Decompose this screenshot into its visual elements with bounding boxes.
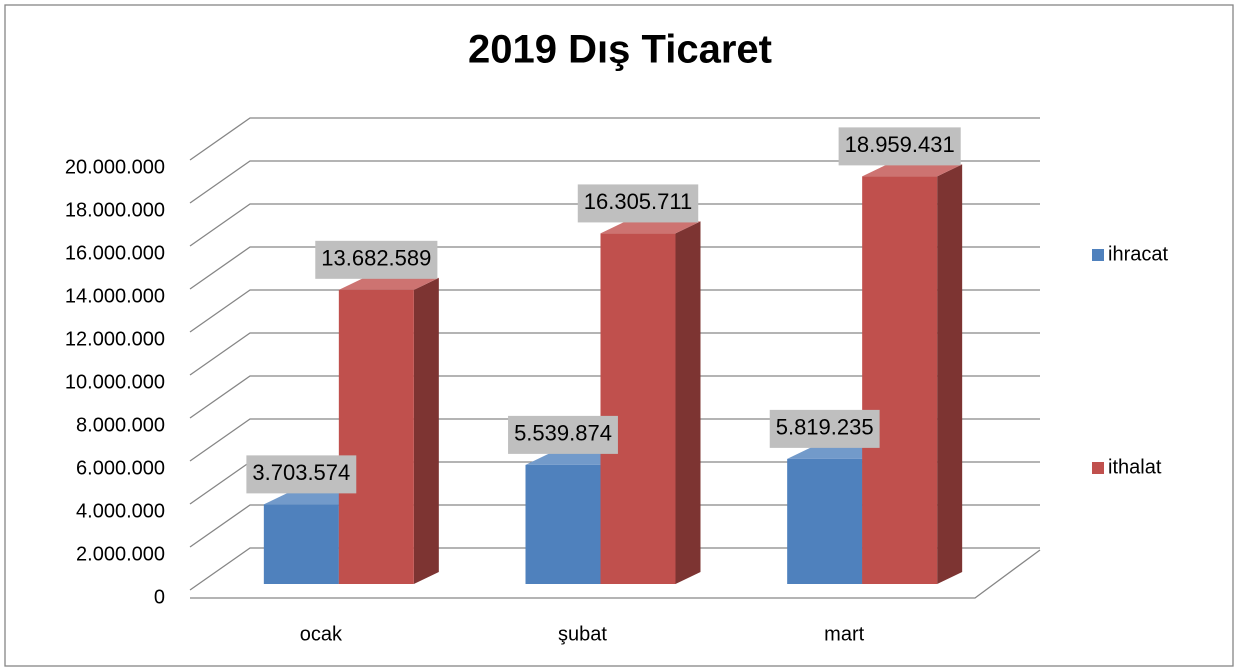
y-tick-label: 20.000.000: [65, 156, 165, 178]
grid-line: [189, 289, 1040, 333]
y-tick-label: 14.000.000: [65, 285, 165, 307]
y-tick-label: 16.000.000: [65, 242, 165, 264]
y-tick-label: 10.000.000: [65, 371, 165, 393]
data-label-box: [508, 415, 618, 454]
bar: [862, 176, 938, 584]
legend-label: ihracat: [1108, 243, 1168, 265]
bar: [525, 464, 601, 584]
data-label-box: [246, 455, 357, 494]
grid-line: [189, 332, 1040, 376]
grid-line: [189, 117, 1040, 161]
grid-line: [189, 375, 1040, 419]
x-tick-label: ocak: [300, 623, 343, 645]
data-label: 5.539.874: [514, 421, 612, 446]
grid-line: [189, 246, 1040, 290]
legend-label: ithalat: [1108, 456, 1162, 478]
bar: [600, 233, 676, 584]
data-label-box: [577, 184, 699, 223]
y-tick-label: 8.000.000: [76, 414, 165, 436]
x-tick-label: mart: [824, 623, 864, 645]
x-tick-label: şubat: [558, 623, 607, 645]
bar-side: [937, 164, 963, 584]
legend-swatch: [1092, 462, 1104, 474]
data-label: 16.305.711: [584, 189, 692, 214]
y-tick-label: 12.000.000: [65, 328, 165, 350]
bar-top: [862, 164, 963, 177]
grid-line: [189, 160, 1040, 204]
data-label: 13.682.589: [321, 246, 431, 271]
bar: [338, 289, 414, 584]
y-tick-label: 4.000.000: [76, 500, 165, 522]
data-label-box: [315, 240, 438, 279]
chart-title: 2019 Dış Ticaret: [468, 28, 772, 72]
grid-line: [189, 547, 1040, 591]
grid-line: [189, 203, 1040, 247]
bar-side: [413, 277, 439, 584]
data-label-box: [838, 127, 961, 166]
y-tick-label: 18.000.000: [65, 199, 165, 221]
y-tick-label: 0: [154, 586, 165, 608]
bar: [787, 458, 863, 584]
bar: [263, 504, 339, 584]
y-tick-label: 2.000.000: [76, 543, 165, 565]
bar-top: [338, 277, 439, 290]
data-label: 18.959.431: [845, 132, 955, 157]
data-label: 5.819.235: [776, 415, 874, 440]
y-tick-label: 6.000.000: [76, 457, 165, 479]
data-label-box: [769, 409, 880, 448]
floor: [190, 549, 1041, 599]
bar-top: [600, 221, 701, 234]
legend-swatch: [1092, 249, 1104, 261]
grid-line: [189, 504, 1040, 548]
data-label: 3.703.574: [252, 460, 350, 485]
bar-side: [675, 221, 701, 584]
